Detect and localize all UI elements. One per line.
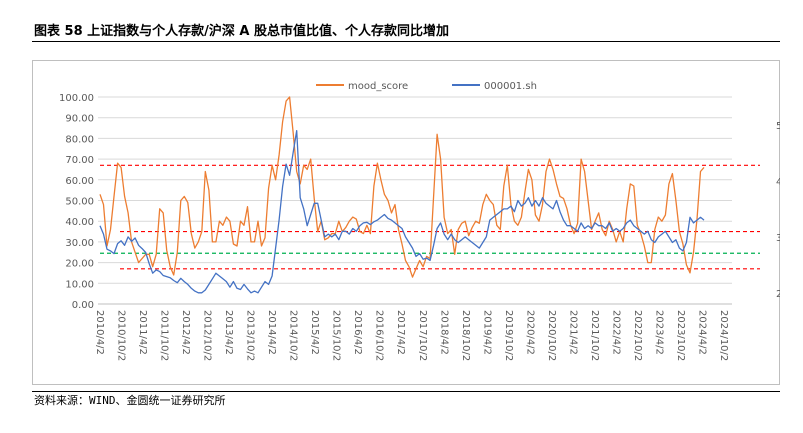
x-tick-label: 2023/4/2 — [653, 310, 664, 355]
legend-label: 000001.sh — [484, 81, 537, 92]
x-tick-label: 2013/10/2 — [245, 310, 256, 361]
x-tick-label: 2019/10/2 — [503, 310, 514, 361]
x-tick-label: 2011/4/2 — [137, 310, 148, 355]
chart-frame — [32, 60, 780, 385]
x-tick-label: 2019/4/2 — [481, 310, 492, 355]
y-right-tick-label: 2000.00 — [776, 289, 780, 300]
title-divider — [32, 41, 780, 42]
gridlines — [98, 96, 732, 305]
line-chart: 0.00 10.00 20.00 30.00 40.00 50.00 60.00 70.00 8… — [59, 81, 780, 361]
y-axis-right: 2000.00 3000.00 4000.00 5000.00 — [776, 121, 780, 300]
x-tick-label: 2024/10/2 — [718, 310, 729, 361]
x-tick-label: 2018/10/2 — [460, 310, 471, 361]
y-left-tick-label: 50.00 — [65, 197, 94, 208]
x-tick-label: 2020/10/2 — [546, 310, 557, 361]
x-tick-label: 2023/10/2 — [675, 310, 686, 361]
y-left-tick-label: 60.00 — [65, 176, 94, 187]
y-left-tick-label: 0.00 — [72, 300, 94, 311]
y-right-tick-label: 5000.00 — [776, 121, 780, 132]
x-tick-label: 2018/4/2 — [438, 310, 449, 355]
y-left-tick-label: 70.00 — [65, 155, 94, 166]
y-left-tick-label: 40.00 — [65, 217, 94, 228]
y-right-tick-label: 3000.00 — [776, 233, 780, 244]
x-tick-label: 2017/4/2 — [395, 310, 406, 355]
x-tick-label: 2017/10/2 — [417, 310, 428, 361]
y-left-tick-label: 100.00 — [59, 93, 94, 104]
x-tick-label: 2014/4/2 — [266, 310, 277, 355]
legend: mood_score 000001.sh — [316, 81, 537, 92]
legend-label: mood_score — [348, 81, 408, 92]
series-line-000001-sh — [99, 129, 705, 294]
x-tick-label: 2020/4/2 — [524, 310, 535, 355]
y-right-tick-label: 4000.00 — [776, 177, 780, 188]
x-tick-label: 2014/10/2 — [288, 310, 299, 361]
x-axis: 2010/4/2 2010/10/2 2011/4/2 2011/10/2 2012/4… — [94, 303, 732, 361]
y-axis-left: 0.00 10.00 20.00 30.00 40.00 50.00 60.00 70.00 8… — [59, 93, 94, 311]
x-tick-label: 2011/10/2 — [159, 310, 170, 361]
y-left-tick-label: 10.00 — [65, 279, 94, 290]
x-tick-label: 2022/4/2 — [610, 310, 621, 355]
x-tick-label: 2010/4/2 — [94, 310, 105, 355]
figure-title: 图表 58 上证指数与个人存款/沪深 A 股总市值比值、个人存款同比增加 — [34, 24, 450, 39]
series-line-mood-score — [99, 96, 705, 278]
x-tick-label: 2022/10/2 — [632, 310, 643, 361]
y-left-tick-label: 30.00 — [65, 238, 94, 249]
x-tick-label: 2021/4/2 — [567, 310, 578, 355]
y-left-tick-label: 80.00 — [65, 134, 94, 145]
y-left-tick-label: 90.00 — [65, 114, 94, 125]
x-tick-label: 2016/10/2 — [374, 310, 385, 361]
x-tick-label: 2010/10/2 — [116, 310, 127, 361]
source-divider — [32, 391, 780, 392]
x-tick-label: 2012/10/2 — [202, 310, 213, 361]
x-tick-label: 2012/4/2 — [180, 310, 191, 355]
series-lines — [99, 96, 705, 294]
x-tick-label: 2013/4/2 — [223, 310, 234, 355]
x-tick-label: 2015/10/2 — [331, 310, 342, 361]
x-tick-label: 2021/10/2 — [589, 310, 600, 361]
x-tick-label: 2024/4/2 — [696, 310, 707, 355]
y-left-tick-label: 20.00 — [65, 259, 94, 270]
source-note: 资料来源：WIND、金圆统一证券研究所 — [34, 394, 226, 407]
x-tick-label: 2015/4/2 — [309, 310, 320, 355]
x-tick-label: 2016/4/2 — [352, 310, 363, 355]
